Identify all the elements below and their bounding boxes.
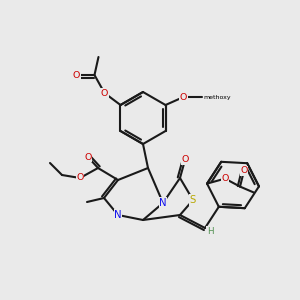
Text: O: O bbox=[180, 92, 187, 101]
Text: O: O bbox=[240, 166, 248, 175]
Text: O: O bbox=[221, 174, 229, 183]
Text: O: O bbox=[84, 152, 92, 161]
Text: O: O bbox=[101, 88, 108, 98]
Text: O: O bbox=[76, 173, 84, 182]
Text: O: O bbox=[181, 155, 189, 164]
Text: methoxy: methoxy bbox=[203, 94, 231, 100]
Text: S: S bbox=[190, 195, 196, 205]
Text: N: N bbox=[159, 198, 167, 208]
Text: O: O bbox=[73, 70, 80, 80]
Text: H: H bbox=[207, 226, 213, 236]
Text: N: N bbox=[114, 210, 122, 220]
